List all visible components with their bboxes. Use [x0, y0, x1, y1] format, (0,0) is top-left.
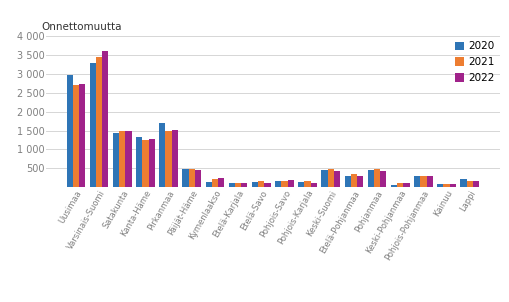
Bar	[79, 84, 85, 187]
Bar	[298, 182, 304, 187]
Bar	[443, 184, 449, 187]
Bar	[194, 170, 201, 187]
Bar	[211, 178, 218, 187]
Bar	[264, 183, 270, 187]
Bar	[165, 130, 172, 187]
Bar	[321, 170, 327, 187]
Bar	[436, 184, 443, 187]
Bar	[66, 75, 73, 187]
Bar	[258, 181, 264, 187]
Bar	[350, 174, 356, 187]
Bar	[274, 181, 281, 187]
Bar	[228, 183, 235, 187]
Bar	[148, 139, 155, 187]
Bar	[472, 181, 478, 187]
Bar	[287, 180, 293, 187]
Bar	[304, 181, 310, 187]
Bar	[90, 63, 96, 187]
Bar	[460, 179, 466, 187]
Bar	[218, 178, 224, 187]
Legend: 2020, 2021, 2022: 2020, 2021, 2022	[454, 41, 494, 83]
Bar	[367, 170, 373, 187]
Bar	[449, 184, 455, 187]
Bar	[281, 181, 287, 187]
Bar	[373, 169, 380, 187]
Bar	[390, 185, 397, 187]
Bar	[235, 183, 241, 187]
Bar	[142, 140, 148, 187]
Bar	[419, 176, 426, 187]
Bar	[182, 169, 188, 187]
Bar	[241, 183, 247, 187]
Bar	[356, 175, 362, 187]
Bar	[466, 181, 472, 187]
Bar	[327, 169, 333, 187]
Bar	[172, 130, 178, 187]
Bar	[125, 131, 131, 187]
Bar	[102, 51, 108, 187]
Bar	[136, 137, 142, 187]
Bar	[112, 133, 119, 187]
Bar	[96, 57, 102, 187]
Bar	[397, 183, 403, 187]
Bar	[413, 176, 419, 187]
Bar	[251, 182, 258, 187]
Bar	[205, 182, 211, 187]
Bar	[119, 131, 125, 187]
Bar	[333, 171, 340, 187]
Bar	[426, 176, 432, 187]
Bar	[310, 183, 317, 187]
Text: Onnettomuutta: Onnettomuutta	[41, 22, 122, 32]
Bar	[73, 85, 79, 187]
Bar	[188, 169, 194, 187]
Bar	[403, 183, 409, 187]
Bar	[159, 123, 165, 187]
Bar	[380, 171, 386, 187]
Bar	[344, 176, 350, 187]
